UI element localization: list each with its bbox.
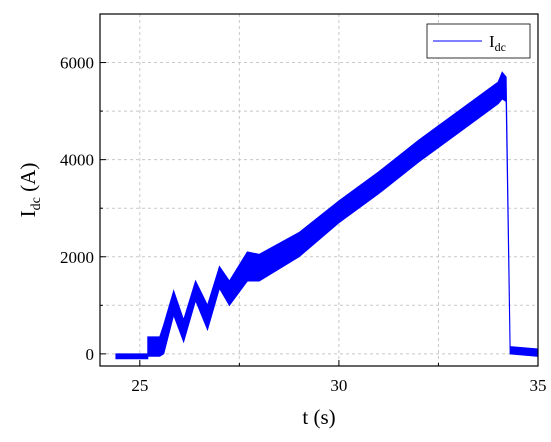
y-tick-label: 6000 — [60, 54, 94, 73]
y-axis-label: Idc (A) — [16, 163, 44, 218]
x-tick-label: 25 — [131, 376, 148, 395]
band-area — [115, 71, 539, 360]
x-tick-label: 35 — [530, 376, 547, 395]
legend-label: Idc — [489, 32, 506, 54]
y-label-sub: dc — [29, 197, 44, 210]
x-axis-label: t (s) — [302, 405, 335, 429]
y-label-main: I — [16, 210, 40, 217]
y-tick-label: 0 — [86, 345, 95, 364]
y-tick-label: 2000 — [60, 248, 94, 267]
plot-frame — [99, 13, 539, 367]
legend-label-part: dc — [495, 40, 506, 54]
y-label-unit: (A) — [16, 163, 40, 197]
x-tick-label: 30 — [330, 376, 347, 395]
y-tick-label: 4000 — [60, 151, 94, 170]
legend-label-part: I — [489, 32, 495, 51]
